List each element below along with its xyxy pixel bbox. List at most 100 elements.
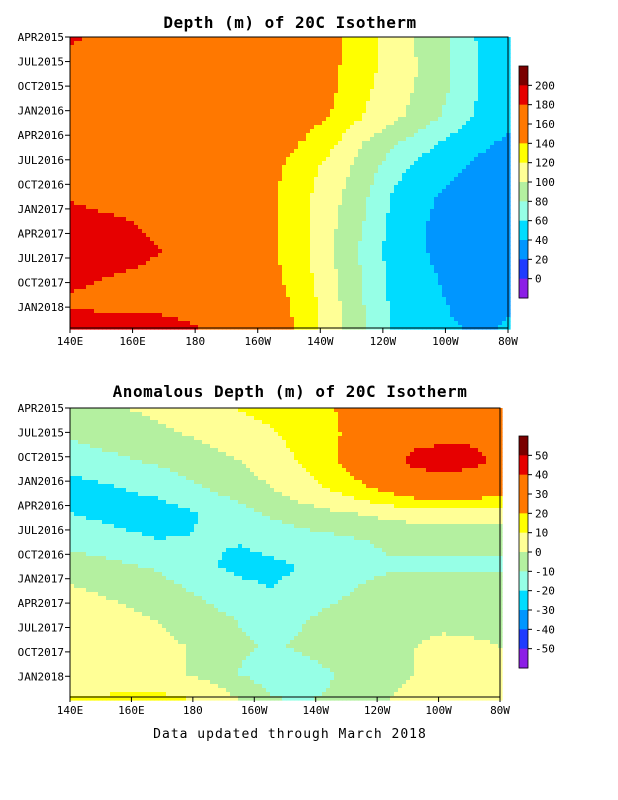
heatmap-cell [406,61,411,66]
heatmap-cell [466,213,471,218]
heatmap-cell [386,205,391,210]
heatmap-cell [94,73,99,78]
heatmap-cell [498,53,503,58]
heatmap-cell [166,121,171,126]
heatmap-cell [206,161,211,166]
heatmap-cell [446,105,451,110]
heatmap-cell [486,97,491,102]
heatmap-cell [270,205,275,210]
heatmap-cell [190,181,195,186]
heatmap-cell [214,101,219,106]
heatmap-cell [110,77,115,82]
heatmap-cell [434,113,439,118]
heatmap-cell [210,65,215,70]
heatmap-cell [330,97,335,102]
heatmap-cell [226,185,231,190]
heatmap-cell [414,41,419,46]
heatmap-cell [74,173,79,178]
heatmap-cell [322,73,327,78]
heatmap-cell [90,121,95,126]
heatmap-cell [382,69,387,74]
heatmap-cell [218,41,223,46]
heatmap-cell [150,121,155,126]
heatmap-cell [178,117,183,122]
heatmap-cell [74,149,79,154]
heatmap-cell [142,209,147,214]
heatmap-cell [98,105,103,110]
heatmap-cell [266,77,271,82]
heatmap-cell [494,185,499,190]
heatmap-cell [226,77,231,82]
heatmap-cell [418,173,423,178]
heatmap-cell [170,141,175,146]
heatmap-cell [498,37,503,42]
heatmap-cell [94,69,99,74]
heatmap-cell [278,137,283,142]
heatmap-cell [302,109,307,114]
heatmap-cell [198,137,203,142]
heatmap-cell [382,197,387,202]
heatmap-cell [398,113,403,118]
heatmap-cell [310,49,315,54]
heatmap-cell [298,133,303,138]
heatmap-cell [230,161,235,166]
heatmap-cell [118,213,123,218]
heatmap-cell [386,85,391,90]
heatmap-cell [102,117,107,122]
heatmap-cell [426,137,431,142]
heatmap-cell [194,165,199,170]
heatmap-cell [430,57,435,62]
heatmap-cell [326,37,331,42]
heatmap-cell [266,57,271,62]
heatmap-cell [402,41,407,46]
heatmap-cell [342,45,347,50]
heatmap-cell [494,85,499,90]
heatmap-cell [278,37,283,42]
heatmap-cell [490,81,495,86]
heatmap-cell [470,37,475,42]
heatmap-cell [454,137,459,142]
heatmap-cell [366,61,371,66]
heatmap-cell [454,49,459,54]
heatmap-cell [262,49,267,54]
heatmap-cell [286,129,291,134]
heatmap-cell [398,141,403,146]
heatmap-cell [154,53,159,58]
heatmap-cell [74,81,79,86]
heatmap-cell [222,193,227,198]
heatmap-cell [382,193,387,198]
heatmap-cell [150,97,155,102]
heatmap-cell [102,53,107,58]
heatmap-cell [78,97,83,102]
heatmap-cell [222,209,227,214]
heatmap-cell [254,205,259,210]
heatmap-cell [286,57,291,62]
heatmap-cell [446,157,451,162]
heatmap-cell [258,177,263,182]
heatmap-cell [214,117,219,122]
heatmap-cell [210,189,215,194]
heatmap-cell [98,53,103,58]
heatmap-cell [110,153,115,158]
heatmap-cell [190,49,195,54]
heatmap-cell [122,125,127,130]
heatmap-cell [414,65,419,70]
heatmap-cell [454,173,459,178]
heatmap-cell [138,133,143,138]
heatmap-cell [74,169,79,174]
heatmap-cell [290,61,295,66]
heatmap-cell [470,189,475,194]
heatmap-cell [214,45,219,50]
heatmap-cell [206,205,211,210]
heatmap-cell [198,169,203,174]
heatmap-cell [502,177,507,182]
heatmap-cell [426,85,431,90]
heatmap-cell [286,197,291,202]
heatmap-cell [274,89,279,94]
heatmap-cell [70,85,75,90]
heatmap-cell [302,57,307,62]
heatmap-cell [402,205,407,210]
heatmap-cell [370,153,375,158]
heatmap-cell [246,213,251,218]
heatmap-cell [494,193,499,198]
